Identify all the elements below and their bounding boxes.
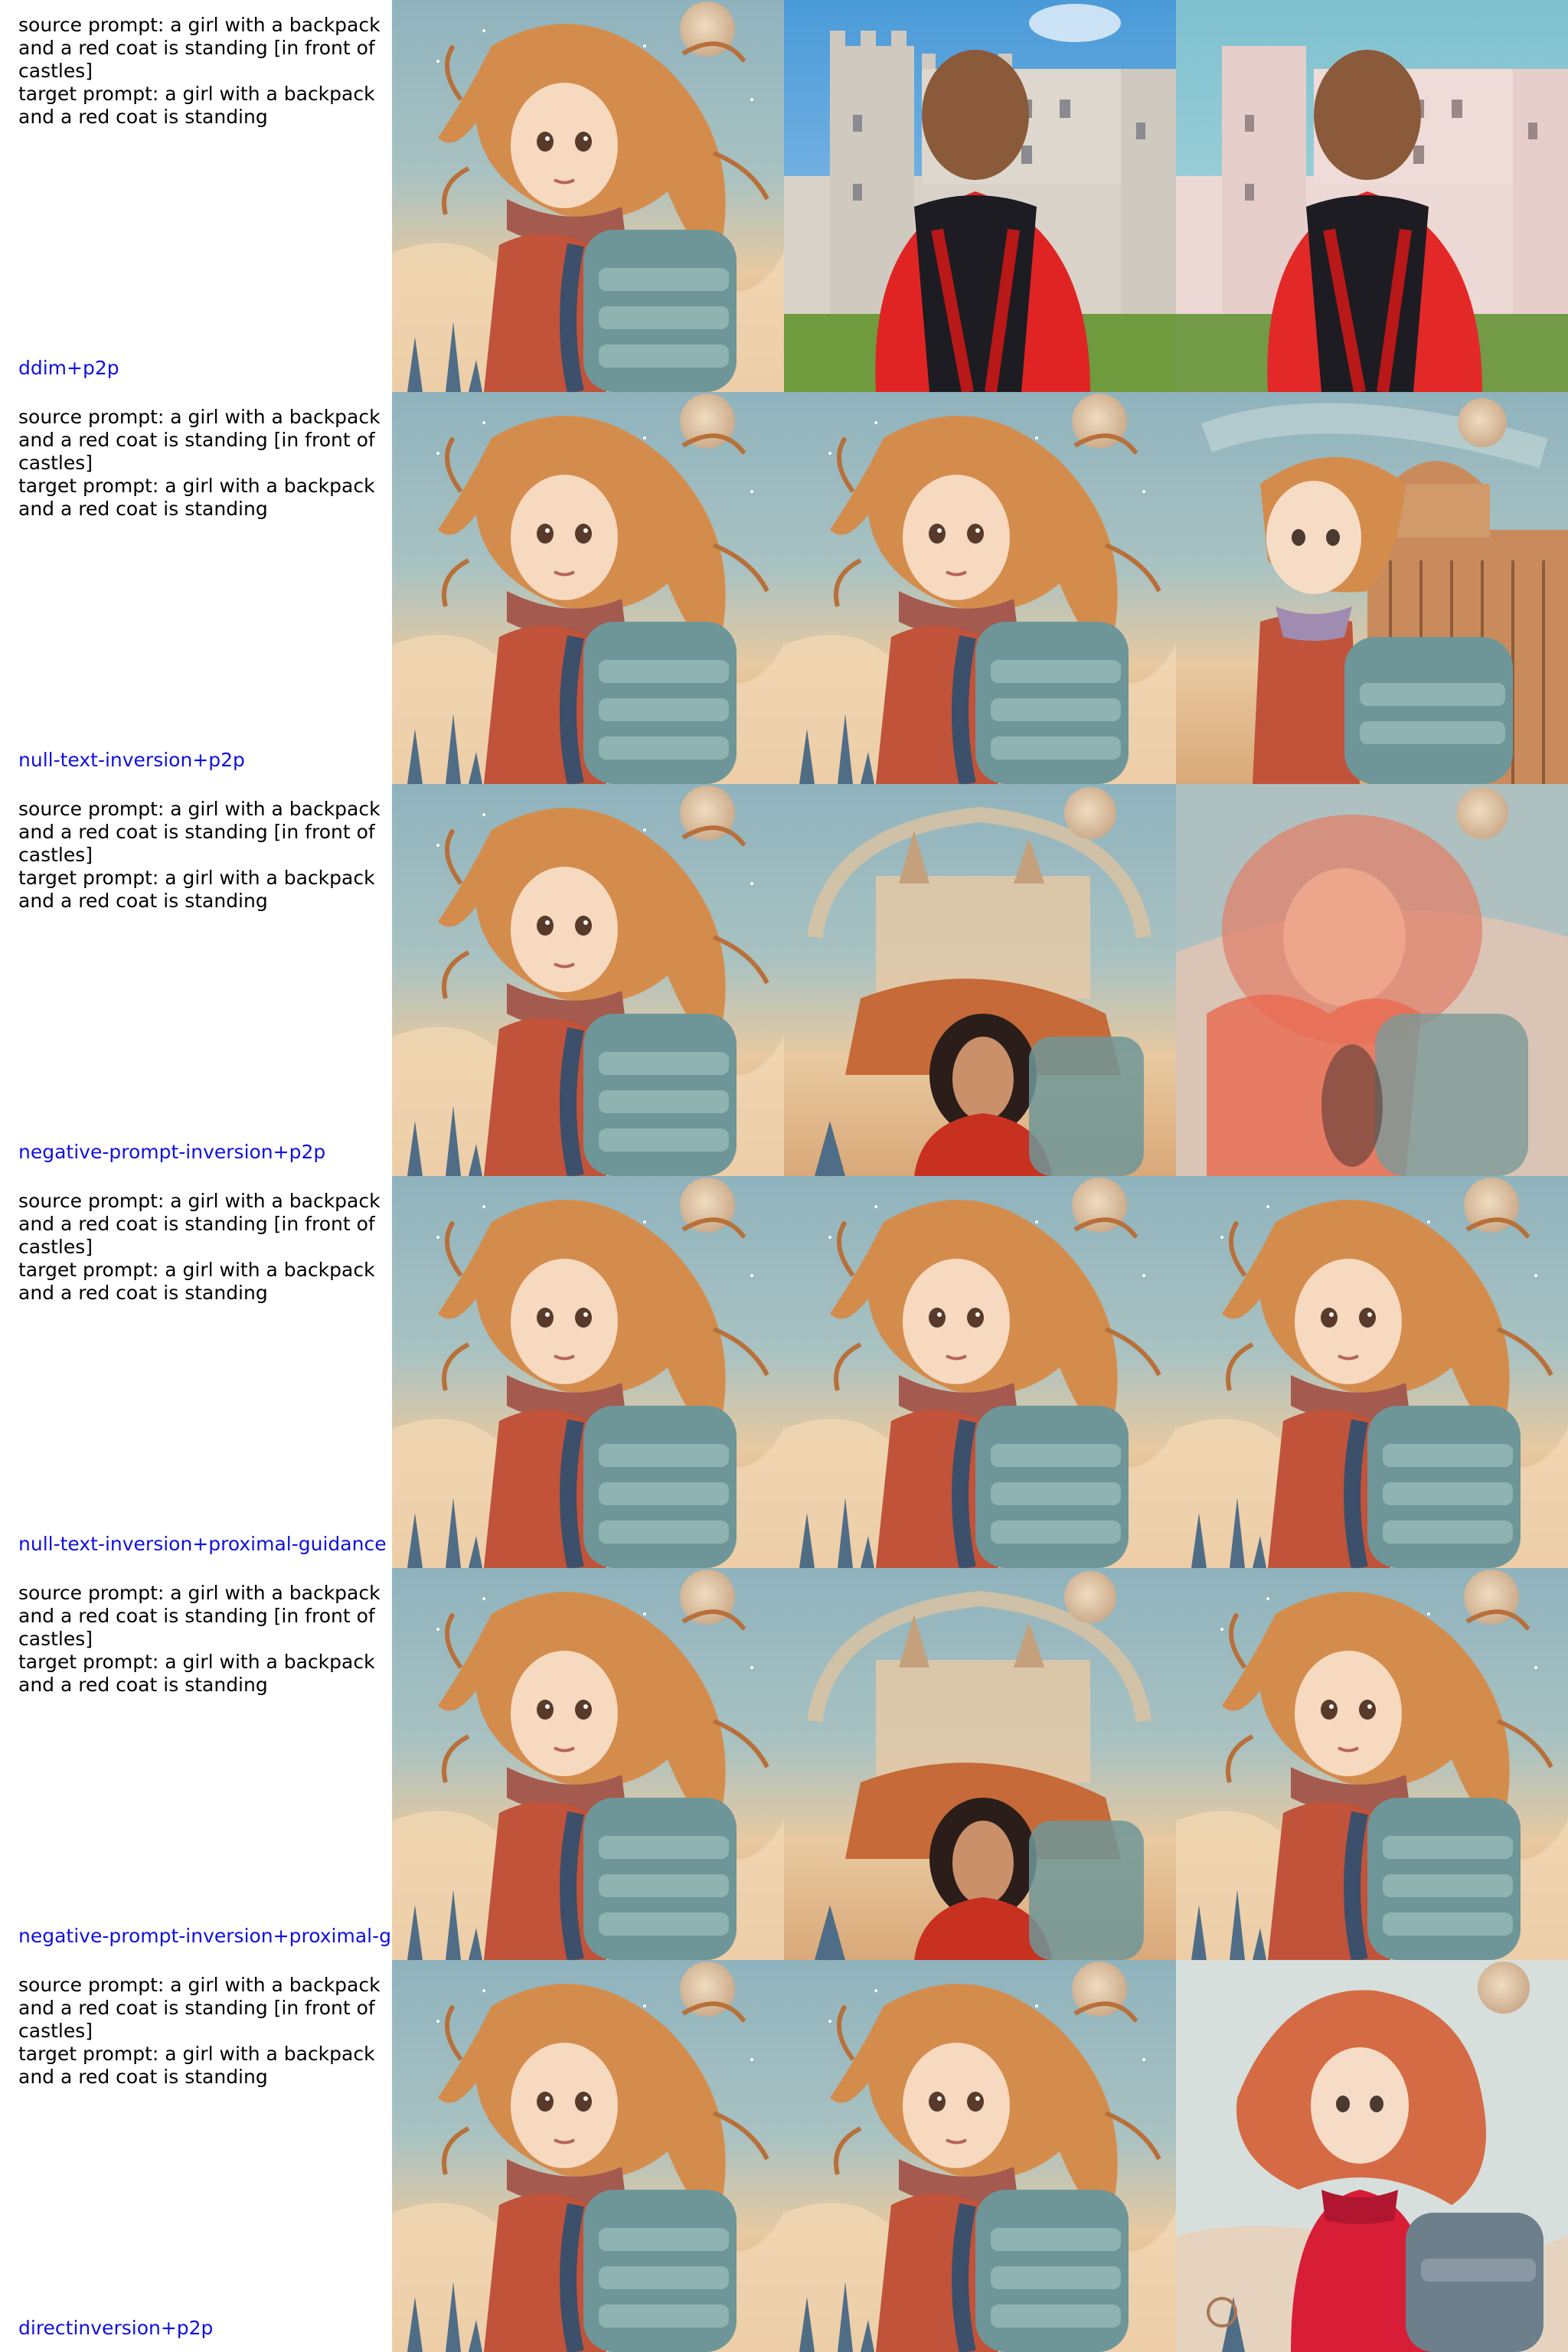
prompt-text: source prompt: a girl with a backpack an… <box>18 1582 390 1697</box>
illustration-image <box>392 1176 784 1568</box>
prompt-text: source prompt: a girl with a backpack an… <box>18 798 390 913</box>
illustration-image <box>784 1960 1176 2352</box>
row-label: source prompt: a girl with a backpack an… <box>0 392 392 784</box>
row-label: source prompt: a girl with a backpack an… <box>0 1960 392 2352</box>
illustration-building-image <box>1176 392 1568 784</box>
blended-castle-image <box>784 1568 1176 1960</box>
grid-row: source prompt: a girl with a backpack an… <box>0 1176 1568 1568</box>
illustration-image <box>392 784 784 1176</box>
grid-row: source prompt: a girl with a backpack an… <box>0 1960 1568 2352</box>
illustration-image <box>392 1568 784 1960</box>
grid-row: source prompt: a girl with a backpack an… <box>0 392 1568 784</box>
illustration-image <box>392 1960 784 2352</box>
illustration-image <box>392 392 784 784</box>
method-label: null-text-inversion+proximal-guidance <box>18 1533 392 1556</box>
blurred-girl-image <box>1176 784 1568 1176</box>
grid-row: source prompt: a girl with a backpack an… <box>0 1568 1568 1960</box>
prompt-text: source prompt: a girl with a backpack an… <box>18 14 390 129</box>
grid-row: source prompt: a girl with a backpack an… <box>0 784 1568 1176</box>
method-label: negative-prompt-inversion+proximal-guida… <box>18 1925 392 1948</box>
castle-photo-image <box>1176 0 1568 392</box>
castle-photo-image <box>784 0 1176 392</box>
illustration-image <box>1176 1176 1568 1568</box>
illustration-image <box>1176 1568 1568 1960</box>
prompt-text: source prompt: a girl with a backpack an… <box>18 1974 390 2089</box>
illustration-image <box>784 1176 1176 1568</box>
method-label: negative-prompt-inversion+p2p <box>18 1141 392 1164</box>
blended-castle-image <box>784 784 1176 1176</box>
method-label: directinversion+p2p <box>18 2317 392 2340</box>
row-label: source prompt: a girl with a backpack an… <box>0 784 392 1176</box>
illustration-image <box>392 0 784 392</box>
illustration-redcoat-image <box>1176 1960 1568 2352</box>
illustration-image <box>784 392 1176 784</box>
method-label: ddim+p2p <box>18 357 392 380</box>
prompt-text: source prompt: a girl with a backpack an… <box>18 406 390 521</box>
prompt-text: source prompt: a girl with a backpack an… <box>18 1190 390 1305</box>
row-label: source prompt: a girl with a backpack an… <box>0 1568 392 1960</box>
row-label: source prompt: a girl with a backpack an… <box>0 0 392 392</box>
grid-row: source prompt: a girl with a backpack an… <box>0 0 1568 392</box>
method-label: null-text-inversion+p2p <box>18 749 392 772</box>
row-label: source prompt: a girl with a backpack an… <box>0 1176 392 1568</box>
